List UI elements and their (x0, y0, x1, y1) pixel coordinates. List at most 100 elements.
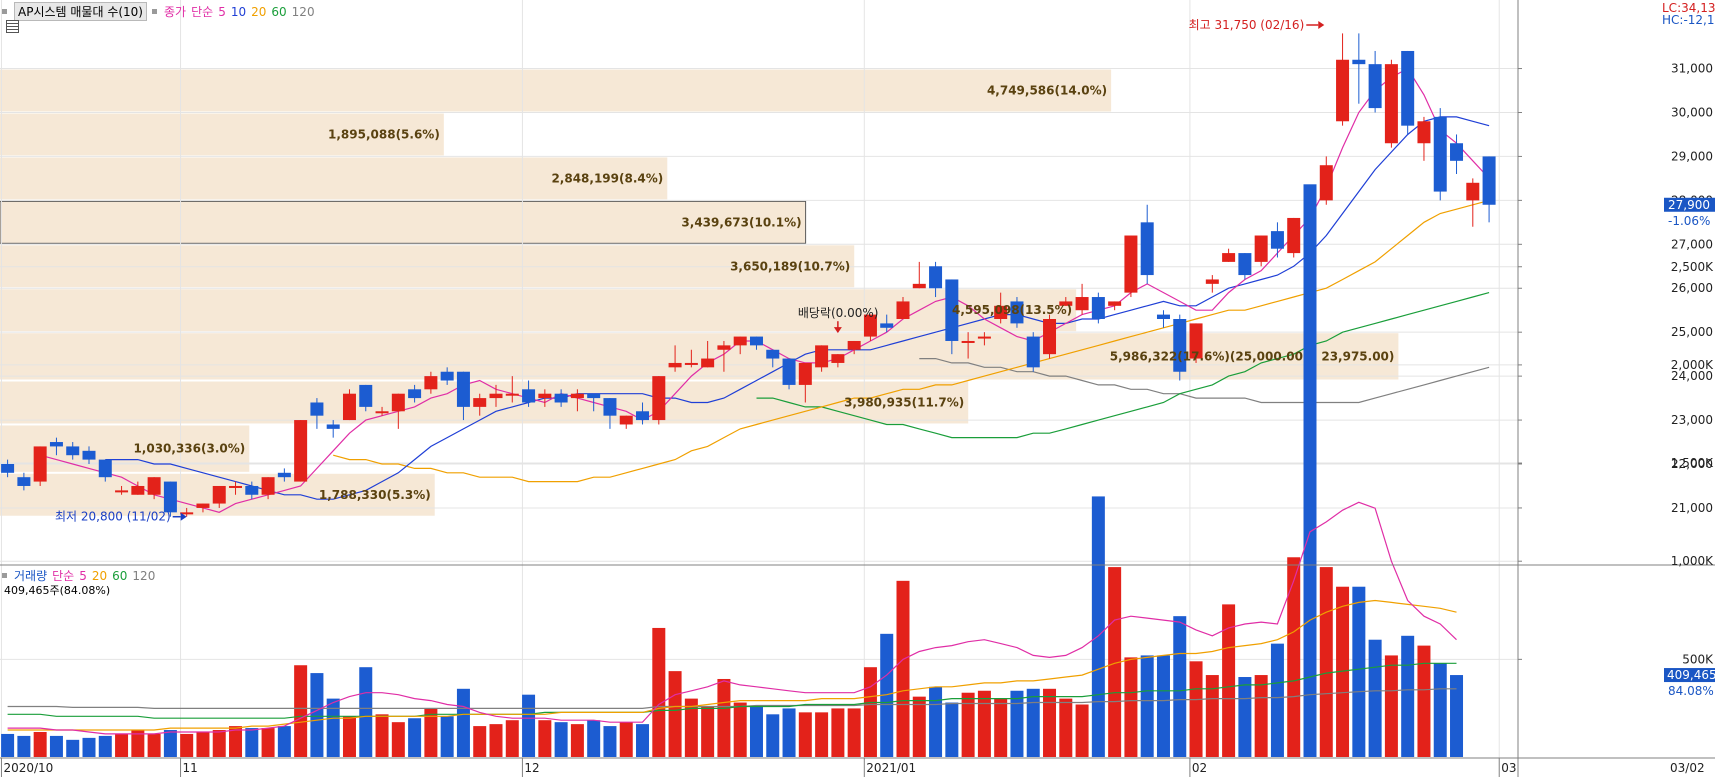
volume-bar-44 (717, 678, 731, 757)
volume-bars[interactable] (1, 184, 1464, 757)
candle-body-72 (1173, 319, 1187, 372)
candle-38 (619, 415, 633, 429)
candle-31 (505, 376, 519, 403)
volume-title[interactable]: 거래량 (14, 569, 48, 583)
candle-79 (1287, 217, 1301, 258)
candle-body-7 (115, 490, 129, 493)
price-tick-label-1: 22,000 (1671, 457, 1713, 471)
vol-ma120-label: 120 (132, 568, 156, 583)
candle-body-85 (1384, 64, 1398, 144)
candle-body-67 (1091, 297, 1105, 320)
volume-bar-64 (1043, 688, 1057, 757)
candle-40 (652, 376, 666, 425)
candle-73 (1189, 323, 1203, 363)
candle-body-19 (310, 402, 324, 416)
vol-ma60-line (7, 662, 1457, 719)
current-volume-box (1664, 668, 1715, 683)
vol-ma5-label: 5 (79, 568, 87, 583)
volume-bar-4 (66, 739, 80, 757)
volume-bar-77 (1254, 675, 1268, 757)
volume-bar-69 (1124, 657, 1138, 757)
candle-18 (294, 420, 308, 482)
candle-body-53 (863, 314, 877, 337)
candle-64 (1043, 314, 1057, 359)
volume-bar-49 (798, 712, 812, 757)
volume-bar-38 (619, 722, 633, 757)
candle-body-14 (229, 485, 243, 488)
volume-bar-16 (261, 728, 275, 757)
volume-tick-label-0: 500K (1682, 652, 1714, 666)
candle-50 (815, 345, 829, 372)
candle-91 (1482, 156, 1496, 223)
candle-30 (489, 384, 503, 407)
volume-bar-18 (294, 665, 308, 757)
candle-9 (147, 477, 161, 500)
volume-bar-89 (1450, 675, 1464, 757)
candlesticks[interactable] (1, 33, 1496, 517)
candle-60 (977, 332, 991, 346)
volume-current-note: 409,465주(84.08%) (4, 584, 111, 597)
volume-bar-7 (115, 733, 129, 757)
candle-body-65 (1059, 301, 1073, 306)
volume-bar-66 (1075, 704, 1089, 757)
candle-body-3 (49, 442, 63, 447)
candle-22 (359, 384, 373, 412)
candle-body-74 (1205, 279, 1219, 284)
calculator-icon[interactable] (6, 20, 19, 33)
current-volume-label: 409,465 (1667, 668, 1715, 682)
indicator-name[interactable]: AP시스템 매물대 수(10) (14, 2, 147, 21)
candle-body-38 (619, 415, 633, 425)
volume-bar-24 (391, 722, 405, 757)
candle-body-47 (766, 349, 780, 359)
high-note: 최고 31,750 (02/16) (1189, 18, 1305, 32)
volume-bar-1 (17, 735, 31, 757)
candle-37 (603, 398, 617, 429)
current-change-label: -1.06% (1668, 214, 1710, 228)
candle-67 (1091, 292, 1105, 324)
candle-body-1 (17, 477, 31, 486)
candle-body-68 (1108, 301, 1122, 306)
right-axis-background (1518, 0, 1715, 777)
volume-bar-50 (815, 712, 829, 757)
volume-bar-30 (489, 724, 503, 757)
candle-71 (1156, 310, 1170, 328)
candle-7 (115, 485, 129, 495)
candle-1 (17, 472, 31, 491)
candle-body-4 (66, 446, 80, 456)
candle-66 (1075, 283, 1089, 315)
candle-86 (1401, 50, 1415, 135)
volume-bar-61 (994, 698, 1008, 757)
profile-label-1: 1,030,336(3.0%) (133, 442, 245, 456)
price-legend: AP시스템 매물대 수(10) 종가 단순 5 10 20 60 120 (2, 2, 315, 21)
volume-tick-label-2: 1,500K (1671, 456, 1714, 470)
candle-23 (375, 406, 389, 416)
profile-label-6: 3,439,673(10.1%) (681, 215, 801, 229)
volume-bar-83 (1352, 586, 1366, 757)
candle-body-41 (668, 362, 682, 368)
candle-body-21 (342, 393, 356, 421)
volume-bar-32 (522, 694, 536, 757)
candle-36 (587, 393, 601, 412)
candle-body-28 (456, 371, 470, 407)
vol-ma20-label: 20 (91, 568, 108, 583)
candle-35 (570, 389, 584, 412)
candle-body-23 (375, 411, 389, 414)
volume-bar-57 (929, 686, 943, 757)
volume-bar-27 (440, 716, 454, 757)
candle-81 (1319, 156, 1333, 205)
current-price-label: 27,900 (1668, 198, 1710, 212)
volume-bar-56 (912, 696, 926, 757)
candle-8 (131, 481, 145, 495)
date-tick-label-0: 2020/10 (3, 761, 53, 775)
candle-68 (1108, 301, 1122, 311)
volume-bar-5 (82, 737, 96, 757)
candle-body-83 (1352, 59, 1366, 65)
candle-body-73 (1189, 323, 1203, 359)
volume-bar-70 (1140, 655, 1154, 757)
candle-body-62 (1010, 301, 1024, 324)
profile-label-9: 4,749,586(14.0%) (987, 84, 1107, 98)
volume-bar-28 (456, 688, 470, 757)
